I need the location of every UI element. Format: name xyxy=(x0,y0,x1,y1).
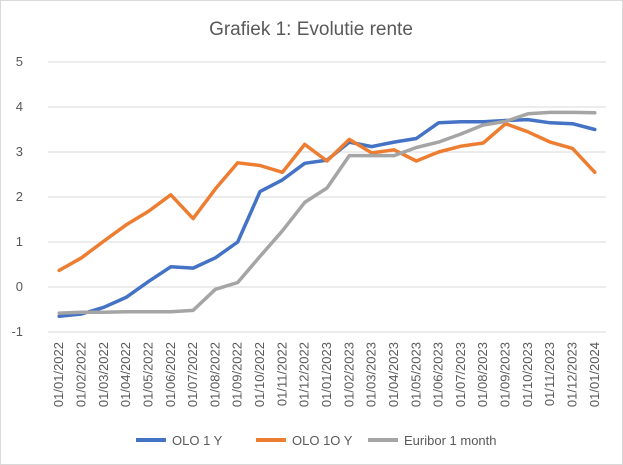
series-lines xyxy=(57,110,597,319)
y-tick-label: 3 xyxy=(16,144,23,159)
series-line-2 xyxy=(57,110,597,315)
x-tick-label: 01/07/2023 xyxy=(453,342,468,407)
x-tick-label: 01/10/2022 xyxy=(252,342,267,407)
x-tick-label: 01/03/2022 xyxy=(96,342,111,407)
x-axis-ticks: 01/01/2022 01/02/2022 01/03/2022 01/04/2022… xyxy=(51,342,602,407)
x-tick-label: 01/10/2023 xyxy=(520,342,535,407)
legend-label-2: Euribor 1 month xyxy=(404,433,497,448)
x-tick-label: 01/08/2023 xyxy=(475,342,490,407)
x-tick-label: 01/06/2023 xyxy=(431,342,446,407)
legend-label-1: OLO 1O Y xyxy=(292,433,353,448)
x-tick-label: 01/09/2023 xyxy=(498,342,513,407)
y-axis-ticks: -1 0 1 2 3 4 5 xyxy=(11,54,23,339)
x-tick-label: 01/04/2022 xyxy=(118,342,133,407)
x-tick-label: 01/03/2023 xyxy=(364,342,379,407)
x-tick-label: 01/01/2023 xyxy=(319,342,334,407)
x-tick-label: 01/09/2022 xyxy=(230,342,245,407)
x-tick-label: 01/07/2022 xyxy=(185,342,200,407)
x-tick-label: 01/06/2022 xyxy=(163,342,178,407)
y-tick-label: 2 xyxy=(16,189,23,204)
x-tick-label: 01/11/2022 xyxy=(274,342,289,406)
x-tick-label: 01/11/2023 xyxy=(542,342,557,406)
x-tick-label: 01/01/2022 xyxy=(51,342,66,407)
y-tick-label: 1 xyxy=(16,234,23,249)
x-tick-label: 01/01/2024 xyxy=(587,342,602,407)
x-tick-label: 01/12/2023 xyxy=(565,342,580,407)
legend-label-0: OLO 1 Y xyxy=(172,433,223,448)
x-tick-label: 01/02/2023 xyxy=(341,342,356,407)
y-tick-label: -1 xyxy=(11,324,23,339)
y-tick-label: 0 xyxy=(16,279,23,294)
x-tick-label: 01/05/2023 xyxy=(408,342,423,407)
chart-title: Grafiek 1: Evolutie rente xyxy=(209,19,413,40)
x-tick-label: 01/05/2022 xyxy=(140,342,155,407)
y-tick-label: 5 xyxy=(16,54,23,69)
x-tick-label: 01/12/2022 xyxy=(297,342,312,407)
x-tick-label: 01/04/2023 xyxy=(386,342,401,407)
legend: OLO 1 Y OLO 1O Y Euribor 1 month xyxy=(136,433,497,448)
x-tick-label: 01/02/2022 xyxy=(73,342,88,407)
y-tick-label: 4 xyxy=(16,99,23,114)
x-tick-label: 01/08/2022 xyxy=(207,342,222,407)
series-line-1 xyxy=(57,121,597,273)
